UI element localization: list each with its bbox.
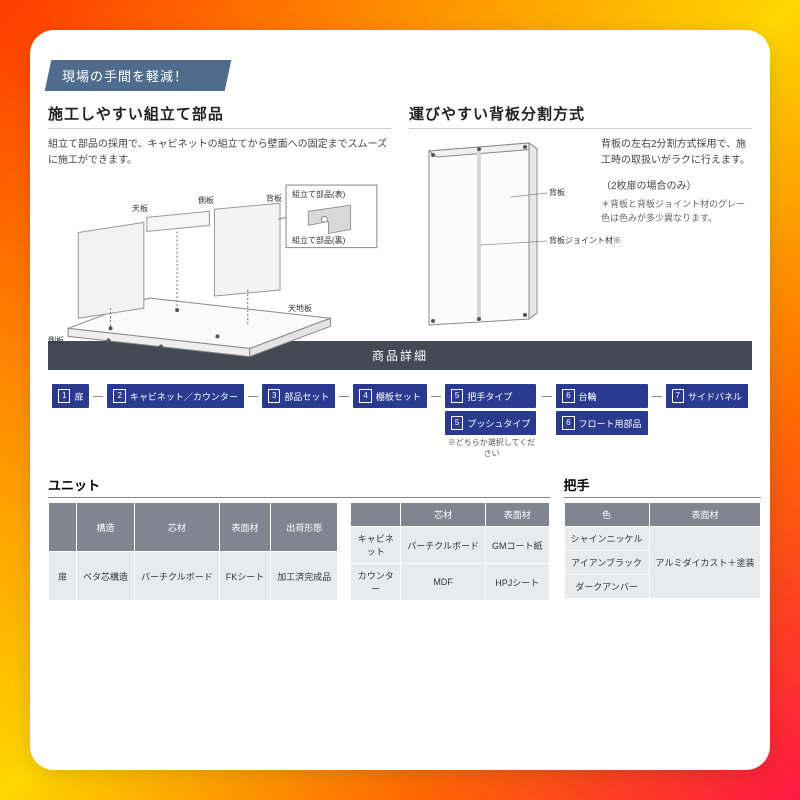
unit-section: ユニット 構造 芯材 表面材 出荷形態 扉 ベタ芯構造 (48, 475, 550, 601)
step-2: 2キャビネット／カウンター (107, 384, 243, 408)
content: 現場の手間を軽減！ 施工しやすい組立て部品 組立て部品の採用で、キャビネットの組… (48, 60, 752, 758)
step-4: 4棚板セット (353, 384, 426, 408)
features-row: 施工しやすい組立て部品 組立て部品の採用で、キャビネットの組立てから壁面への固定… (48, 103, 752, 327)
flow: 1扉 2キャビネット／カウンター 3部品セット 4棚板セット 5把手タイプ 5プ… (48, 370, 752, 461)
cabinet-diagram: 背板 背板ジョイント材※ (419, 137, 549, 327)
cabinet-svg (419, 137, 549, 327)
right-note: ＊背板と背板ジョイント材のグレー色は色みが多少異なります。 (601, 198, 752, 225)
left-title: 施工しやすい組立て部品 (48, 103, 391, 129)
step-6b: 6フロート用部品 (556, 411, 647, 435)
cap-tenban: 天板 (132, 203, 148, 214)
cap-side2: 側板 (48, 335, 64, 346)
step-5b: 5プッシュタイプ (445, 411, 536, 435)
feature-right: 運びやすい背板分割方式 (409, 103, 752, 327)
handle-title: 把手 (564, 475, 762, 498)
cap-side: 側板 (198, 195, 214, 206)
step-5a: 5把手タイプ (445, 384, 536, 408)
right-desc: 背板の左右2分割方式採用で、施工時の取扱いがラクに行えます。 (601, 137, 752, 169)
cap-tenchi: 天地板 (288, 303, 312, 314)
feature-left: 施工しやすい組立て部品 組立て部品の採用で、キャビネットの組立てから壁面への固定… (48, 103, 391, 327)
branch-6: 6台輪 6フロート用部品 (556, 384, 647, 435)
handle-section: 把手 色 表面材 シャインニッケル アルミダイカスト＋塗装 アイアンブラック ダ… (564, 475, 762, 601)
cap-rback: 背板 (549, 187, 565, 198)
assembly-svg (48, 177, 391, 369)
right-text: 背板の左右2分割方式採用で、施工時の取扱いがラクに行えます。 （2枚扉の場合のみ… (557, 137, 752, 327)
cap-back: 背板 (266, 193, 282, 204)
assembly-diagram: 天板 側板 背板 組立て部品(表) 組立て部品(裏) 天地板 側板 (48, 177, 391, 401)
step-7: 7サイドパネル (666, 384, 748, 408)
tables-row: ユニット 構造 芯材 表面材 出荷形態 扉 ベタ芯構造 (48, 475, 752, 601)
unit-title: ユニット (48, 475, 550, 498)
cab-table: 芯材 表面材 キャビネット パーチクルボード GMコート紙 カウンター MDF … (350, 502, 549, 601)
banner-text: 現場の手間を軽減！ (62, 66, 188, 85)
flow-note: ※どちらか選択してください (445, 437, 538, 459)
banner: 現場の手間を軽減！ (45, 60, 232, 91)
handle-table: 色 表面材 シャインニッケル アルミダイカスト＋塗装 アイアンブラック ダークア… (564, 502, 762, 599)
branch-5: 5把手タイプ 5プッシュタイプ (445, 384, 538, 435)
cap-tag: 組立て部品(表) (292, 189, 345, 200)
right-title: 運びやすい背板分割方式 (409, 103, 752, 129)
step-1: 1扉 (52, 384, 89, 408)
cap-joint: 背板ジョイント材※ (549, 235, 621, 246)
unit-table: 構造 芯材 表面材 出荷形態 扉 ベタ芯構造 パーチクルボード FKシート 加工… (48, 502, 338, 601)
card: 現場の手間を軽減！ 施工しやすい組立て部品 組立て部品の採用で、キャビネットの組… (30, 30, 770, 770)
right-sub: （2枚扉の場合のみ） (601, 177, 752, 192)
left-desc: 組立て部品の採用で、キャビネットの組立てから壁面への固定までスムーズに施工ができ… (48, 137, 391, 169)
cap-callout: 組立て部品(裏) (292, 235, 345, 246)
step-6a: 6台輪 (556, 384, 647, 408)
step-3: 3部品セット (262, 384, 335, 408)
